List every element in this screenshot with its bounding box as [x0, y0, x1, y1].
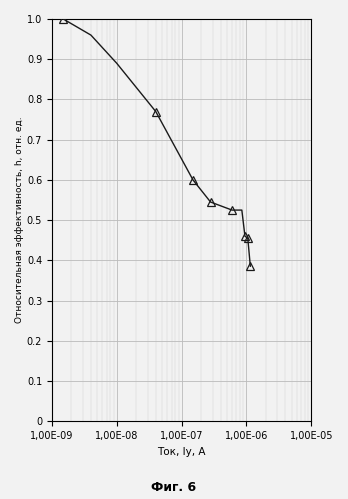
X-axis label: Ток, Iy, А: Ток, Iy, А — [157, 447, 206, 457]
Text: Фиг. 6: Фиг. 6 — [151, 481, 197, 494]
Y-axis label: Относительная эффективность, h, отн. ед.: Относительная эффективность, h, отн. ед. — [15, 117, 24, 323]
